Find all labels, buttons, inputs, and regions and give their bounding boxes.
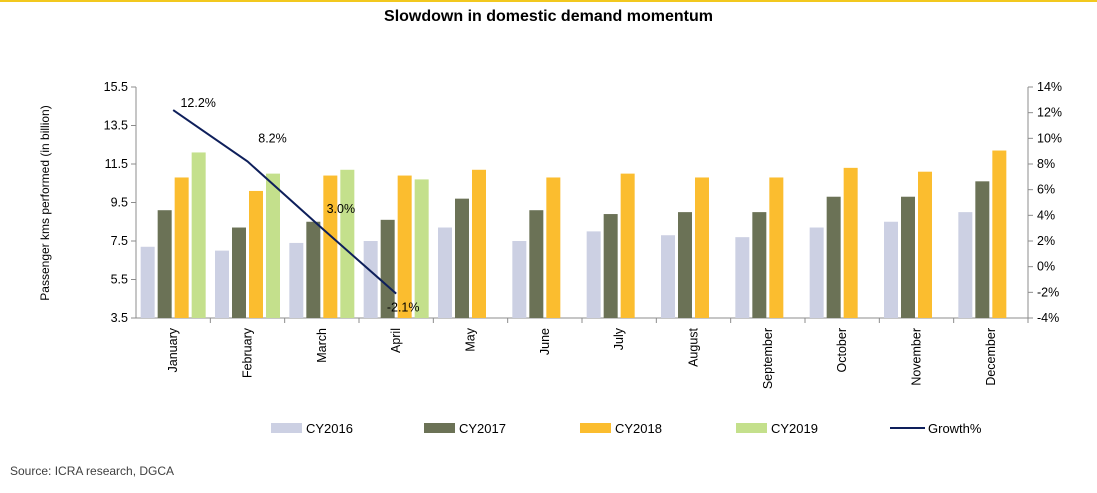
bar-cy2018-march xyxy=(323,175,338,318)
bar-cy2017-march xyxy=(306,221,321,318)
bar-cy2017-september xyxy=(752,212,767,318)
y-tick-label: 15.5 xyxy=(104,80,128,94)
growth-line xyxy=(172,109,397,295)
x-tick-label: June xyxy=(538,328,552,355)
y2-tick-label: 4% xyxy=(1037,208,1055,222)
bar-cy2017-may xyxy=(455,198,469,318)
legend-swatch-cy2017 xyxy=(424,423,455,433)
y2-tick-label: 10% xyxy=(1037,131,1062,145)
legend-label-cy2019: CY2019 xyxy=(771,421,818,436)
bar-cy2016-april xyxy=(363,241,378,318)
bar-cy2018-september xyxy=(769,177,784,318)
y-tick-label: 5.5 xyxy=(111,273,128,287)
legend-label-cy2017: CY2017 xyxy=(459,421,506,436)
legend-swatch-cy2019 xyxy=(736,423,767,433)
bar-cy2019-january xyxy=(191,152,206,318)
x-tick-label: November xyxy=(910,328,924,386)
x-tick-label: September xyxy=(761,328,775,389)
bar-cy2016-november xyxy=(884,221,898,318)
y2-tick-label: 6% xyxy=(1037,183,1055,197)
growth-data-label: 12.2% xyxy=(180,96,215,110)
bar-cy2016-october xyxy=(809,227,824,318)
x-tick-label: January xyxy=(166,327,180,372)
growth-data-label: -2.1% xyxy=(387,301,420,315)
legend-label-growth: Growth% xyxy=(928,421,982,436)
bar-cy2016-march xyxy=(289,242,304,318)
bar-cy2019-february xyxy=(266,173,280,318)
x-tick-label: July xyxy=(612,327,626,350)
bar-cy2017-june xyxy=(529,210,544,318)
bar-cy2018-june xyxy=(546,177,561,318)
legend-swatch-cy2016 xyxy=(271,423,302,433)
y2-tick-label: 14% xyxy=(1037,80,1062,94)
y2-tick-label: 8% xyxy=(1037,157,1055,171)
bar-cy2017-august xyxy=(678,212,692,318)
bar-cy2018-july xyxy=(620,173,635,318)
bar-cy2017-february xyxy=(232,227,246,318)
y-tick-label: 13.5 xyxy=(104,119,128,133)
bar-cy2019-march xyxy=(340,169,355,318)
growth-data-label: 8.2% xyxy=(258,131,287,145)
y2-tick-label: 2% xyxy=(1037,234,1055,248)
bar-cy2016-december xyxy=(958,212,973,318)
bar-cy2016-july xyxy=(586,231,601,318)
y-tick-label: 9.5 xyxy=(111,196,128,210)
x-tick-label: April xyxy=(389,328,403,353)
x-tick-label: December xyxy=(984,328,998,386)
y-tick-label: 11.5 xyxy=(105,157,128,171)
bar-cy2018-november xyxy=(918,171,932,318)
bar-cy2017-december xyxy=(975,181,990,318)
y2-tick-label: 0% xyxy=(1037,260,1055,274)
y-tick-label: 7.5 xyxy=(111,234,128,248)
legend-label-cy2016: CY2016 xyxy=(306,421,353,436)
source-note: Source: ICRA research, DGCA xyxy=(10,464,175,478)
bar-cy2016-february xyxy=(215,250,229,318)
bar-cy2017-july xyxy=(603,214,618,318)
legend-swatch-cy2018 xyxy=(580,423,611,433)
growth-data-label: 3.0% xyxy=(327,202,356,216)
bar-cy2018-august xyxy=(695,177,709,318)
bar-cy2016-may xyxy=(438,227,452,318)
top-accent-line xyxy=(0,0,1097,2)
bar-cy2017-january xyxy=(157,210,172,318)
y2-tick-label: -2% xyxy=(1037,285,1059,299)
x-tick-label: October xyxy=(835,328,849,372)
x-tick-label: August xyxy=(687,327,701,366)
bar-cy2018-december xyxy=(992,150,1007,318)
x-tick-label: February xyxy=(241,327,255,378)
bar-cy2017-april xyxy=(380,219,395,318)
y-tick-label: 3.5 xyxy=(111,311,128,325)
bar-cy2017-october xyxy=(826,196,841,318)
bar-cy2016-january xyxy=(140,246,155,318)
x-tick-label: May xyxy=(464,327,478,351)
chart-title: Slowdown in domestic demand momentum xyxy=(384,8,713,25)
y-axis-label: Passenger kms performed (in billion) xyxy=(38,105,52,300)
x-tick-label: March xyxy=(315,328,329,363)
bar-cy2016-august xyxy=(661,235,675,318)
bar-cy2018-april xyxy=(397,175,412,318)
bar-cy2016-june xyxy=(512,241,527,318)
bar-cy2018-october xyxy=(843,167,858,318)
bar-cy2019-april xyxy=(414,179,429,318)
bar-cy2018-january xyxy=(174,177,189,318)
bar-cy2017-november xyxy=(901,196,915,318)
bar-cy2016-september xyxy=(735,237,750,318)
legend-label-cy2018: CY2018 xyxy=(615,421,662,436)
bar-cy2018-may xyxy=(472,169,486,318)
y2-tick-label: -4% xyxy=(1037,311,1059,325)
y2-tick-label: 12% xyxy=(1037,106,1062,120)
bar-cy2018-february xyxy=(249,190,263,318)
